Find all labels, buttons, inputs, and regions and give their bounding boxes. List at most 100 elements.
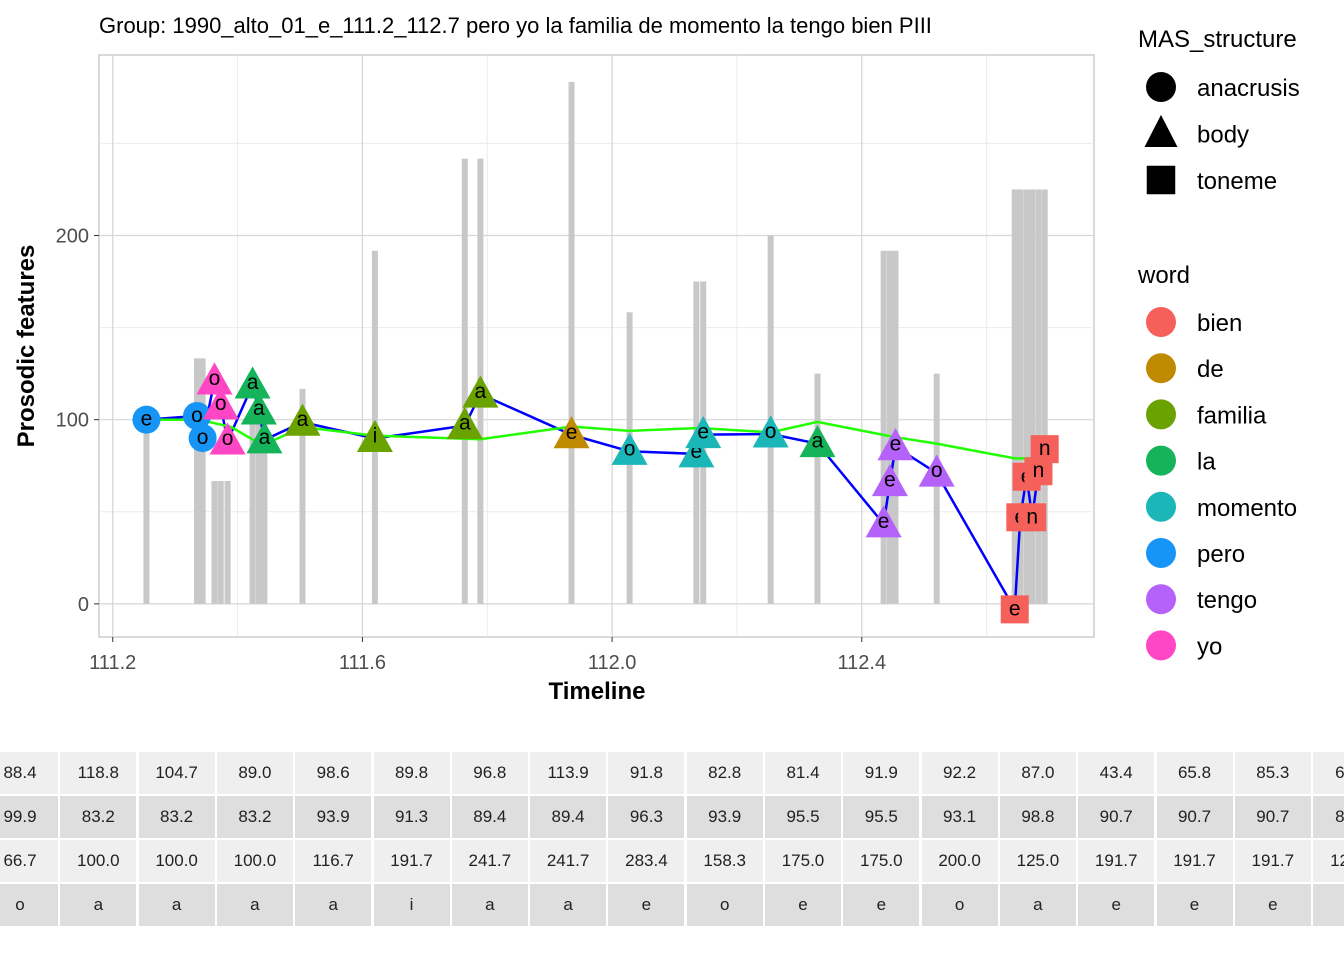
table-cell: a — [216, 884, 293, 926]
point-triangle — [685, 415, 722, 449]
bar — [261, 419, 268, 604]
table-cell: 200.0 — [921, 840, 998, 882]
table-cell: o — [0, 884, 58, 926]
table-cell: 8 — [1313, 796, 1344, 838]
point-triangle — [462, 375, 499, 408]
point-triangle — [799, 425, 836, 458]
point-triangle — [240, 392, 277, 425]
point-square — [1000, 595, 1029, 624]
point-label: o — [931, 459, 943, 482]
table-cell: a — [451, 884, 528, 926]
point-triangle — [446, 406, 483, 440]
bar — [1041, 189, 1048, 604]
x-tick-label: 112.4 — [838, 652, 887, 674]
table-cell: e — [843, 884, 920, 926]
gridlines — [99, 55, 1094, 637]
point-triangle — [1144, 114, 1178, 147]
point-triangle — [202, 387, 239, 420]
point-label: n — [1039, 437, 1051, 460]
table-cell: 89.4 — [451, 796, 528, 838]
point-label: e — [878, 510, 890, 533]
table-cell: 118.8 — [60, 752, 137, 794]
table-cell: 191.7 — [1156, 840, 1233, 882]
table-cell: 100.0 — [216, 840, 293, 882]
bar — [199, 358, 206, 604]
bar — [1029, 189, 1036, 604]
table-cell: 90.7 — [1156, 796, 1233, 838]
table-cell: a — [295, 884, 372, 926]
legend-word-swatch — [1146, 307, 1176, 337]
point-triangle — [865, 505, 902, 538]
table-cell: 191.7 — [1078, 840, 1155, 882]
table-cell: 89.8 — [373, 752, 450, 794]
point-label: o — [222, 427, 234, 450]
point-triangle — [611, 432, 648, 465]
point-triangle — [356, 419, 393, 452]
table-cell: 96.3 — [608, 796, 685, 838]
point-label: o — [191, 404, 203, 427]
point-label: e — [697, 421, 709, 444]
table-cell: 6 — [1313, 752, 1344, 794]
table-cell: 175.0 — [765, 840, 841, 882]
table-cell: 93.1 — [921, 796, 998, 838]
table-cell — [1313, 884, 1344, 926]
green-line — [146, 418, 1034, 460]
table-cell: 158.3 — [686, 840, 763, 882]
table-cell: a — [60, 884, 137, 926]
point-triangle — [752, 415, 789, 448]
bar — [194, 358, 201, 604]
bar — [143, 419, 150, 604]
point-label: a — [253, 397, 265, 420]
legend-shape-label: toneme — [1197, 168, 1277, 195]
bar — [933, 373, 940, 604]
bar — [1011, 189, 1018, 604]
table-cell: 283.4 — [608, 840, 685, 882]
legend-word-label: momento — [1197, 495, 1297, 522]
point-circle — [132, 405, 161, 434]
x-tick-label: 111.6 — [339, 652, 386, 674]
table-cell: 89.4 — [530, 796, 607, 838]
point-label: e — [691, 440, 703, 463]
legend-word-label: tengo — [1197, 587, 1257, 614]
point-label: n — [1033, 459, 1045, 482]
table-cell: 93.9 — [686, 796, 763, 838]
table-cell: 66.7 — [0, 840, 58, 882]
table-cell: 93.9 — [295, 796, 372, 838]
y-axis-label: Prosodic features — [13, 245, 40, 448]
point-triangle — [246, 421, 283, 454]
table-cell: a — [999, 884, 1076, 926]
bar — [461, 158, 468, 604]
bar — [211, 481, 218, 604]
table-cell: e — [1234, 884, 1311, 926]
chart-title: Group: 1990_alto_01_e_111.2_112.7 pero y… — [99, 13, 932, 38]
table-cell: 43.4 — [1078, 752, 1155, 794]
legend-word-title: word — [1137, 262, 1190, 289]
point-triangle — [196, 362, 233, 395]
point-label: o — [209, 367, 221, 390]
point-triangle — [877, 428, 914, 461]
table-cell: 87.0 — [999, 752, 1076, 794]
bar — [814, 373, 821, 604]
legend-word-swatch — [1146, 445, 1176, 476]
table-cell: 91.9 — [843, 752, 920, 794]
point-triangle — [284, 403, 321, 436]
point-circle — [183, 401, 212, 430]
x-tick-label: 112.0 — [588, 652, 637, 674]
table-cell: 116.7 — [295, 840, 372, 882]
bar — [880, 250, 887, 604]
legend-word-label: la — [1197, 449, 1216, 476]
x-axis-label: Timeline — [549, 678, 646, 705]
point-label: e — [884, 469, 896, 492]
table-cell: e — [1078, 884, 1155, 926]
point-label: n — [1026, 505, 1038, 528]
legend-word-swatch — [1146, 538, 1176, 568]
table-cell: 90.7 — [1234, 796, 1311, 838]
table-cell: e — [608, 884, 685, 926]
table-cell: 104.7 — [138, 752, 215, 794]
point-label: a — [812, 430, 824, 453]
bar — [249, 419, 256, 604]
table-cell: 125.0 — [999, 840, 1076, 882]
table-cell: 83.2 — [216, 796, 293, 838]
table-cell: 91.8 — [608, 752, 685, 794]
point-label: o — [197, 426, 209, 449]
